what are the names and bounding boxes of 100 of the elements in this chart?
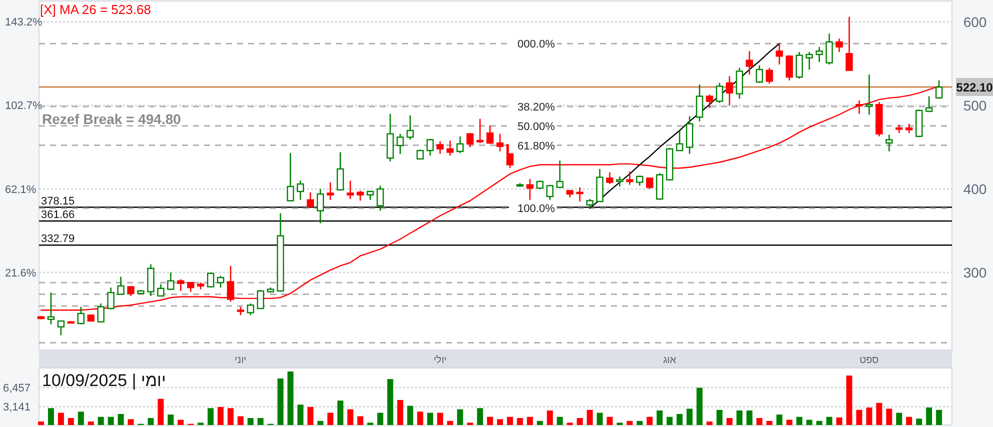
candlestick <box>576 186 584 202</box>
bar <box>98 416 104 425</box>
ref-line-label: 378.15 <box>41 195 75 208</box>
ref-line-label: 332.79 <box>41 233 75 246</box>
candlestick <box>226 265 234 302</box>
candlestick <box>117 276 124 295</box>
bar <box>407 406 414 425</box>
candlestick <box>886 134 893 152</box>
x-tick-label: ספט <box>860 355 880 366</box>
candlestick <box>446 140 454 156</box>
bar <box>746 410 752 425</box>
candlestick <box>346 180 354 200</box>
candlestick <box>826 32 833 66</box>
candlestick <box>716 82 724 104</box>
annotation: Rezef Break = 494.80 <box>42 111 182 127</box>
annotation: [X] MA 26 = 523.68 <box>40 2 151 17</box>
candlestick <box>177 278 184 292</box>
candlestick <box>326 182 334 201</box>
candlestick <box>846 16 853 71</box>
bar <box>78 412 84 425</box>
candlestick <box>626 170 634 186</box>
bar <box>357 416 364 425</box>
y-tick-label: 6,457 <box>3 382 31 394</box>
y-tick-label: 400 <box>963 180 987 197</box>
candlestick <box>526 178 534 201</box>
bar <box>826 416 832 425</box>
candlestick <box>167 272 174 291</box>
bar <box>417 412 424 425</box>
bar <box>716 410 723 425</box>
bar <box>786 420 792 425</box>
annotation: 61.80% <box>518 140 556 152</box>
candlestick <box>706 94 714 109</box>
y2-tick-label: 143.2% <box>5 16 43 29</box>
bar <box>258 418 264 425</box>
bar <box>496 419 503 425</box>
candlestick <box>77 306 85 325</box>
candlestick <box>696 84 704 122</box>
candlestick <box>246 302 254 316</box>
bar <box>606 416 613 425</box>
candlestick <box>486 124 494 145</box>
candlestick <box>406 114 414 140</box>
candlestick <box>187 282 194 292</box>
candlestick <box>217 275 224 288</box>
candlestick <box>306 192 314 208</box>
candlestick <box>496 133 504 152</box>
bar <box>696 388 703 425</box>
candlestick <box>606 172 614 185</box>
bar <box>656 410 663 425</box>
candlestick <box>476 118 484 144</box>
bar <box>118 414 124 425</box>
candlestick <box>296 180 304 201</box>
candlestick <box>836 38 843 53</box>
annotation: 50.00% <box>518 120 556 133</box>
annotation: 100.0% <box>518 203 556 216</box>
bar <box>596 412 603 425</box>
candlestick <box>466 132 474 148</box>
bar <box>437 412 444 425</box>
candlestick <box>57 320 65 336</box>
bar <box>526 416 533 425</box>
bar <box>576 418 583 425</box>
bar <box>586 410 593 425</box>
candlestick <box>686 116 694 155</box>
bar <box>756 418 762 425</box>
bar <box>556 416 563 425</box>
annotation: יומי | 10/09/2025 <box>42 371 166 390</box>
bar <box>836 417 842 425</box>
bar <box>208 408 214 425</box>
bar <box>238 416 244 425</box>
bar <box>128 419 134 425</box>
bar <box>178 420 184 425</box>
candlestick <box>726 76 734 106</box>
candlestick <box>746 50 754 76</box>
bar <box>287 371 294 425</box>
bar <box>546 410 553 425</box>
bar <box>766 420 772 425</box>
candlestick <box>107 286 114 310</box>
candlestick <box>416 149 424 160</box>
bar <box>516 418 523 425</box>
bar <box>108 416 114 425</box>
bar <box>856 410 862 425</box>
bar <box>896 412 902 425</box>
x-tick-label: אוג <box>663 355 677 366</box>
candlestick <box>905 123 913 134</box>
candlestick <box>436 140 444 155</box>
bar <box>686 408 693 425</box>
candlestick <box>816 46 823 63</box>
candlestick <box>336 152 344 192</box>
candlestick <box>396 133 404 155</box>
bar <box>68 418 74 425</box>
bar <box>806 420 812 425</box>
candlestick <box>925 96 933 113</box>
bar <box>387 379 394 425</box>
candlestick <box>806 51 813 70</box>
bar <box>477 408 484 425</box>
candlestick <box>147 264 154 297</box>
bar <box>926 408 932 425</box>
candlestick <box>97 302 104 322</box>
bar <box>846 376 852 425</box>
candlestick <box>935 80 943 100</box>
candlestick <box>366 190 374 201</box>
